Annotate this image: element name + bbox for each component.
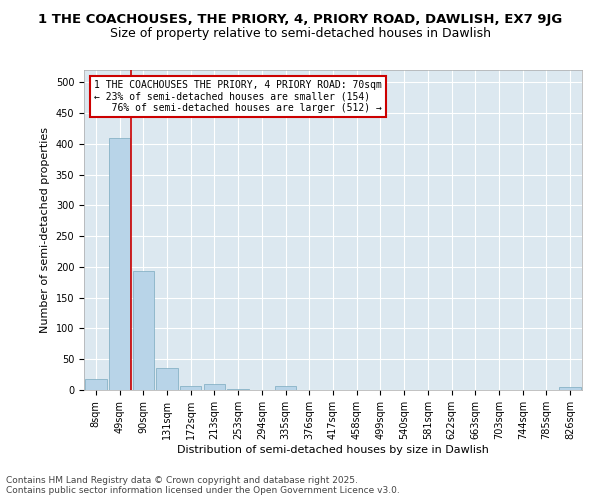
Bar <box>180 386 202 390</box>
Bar <box>157 368 178 390</box>
Text: Contains HM Land Registry data © Crown copyright and database right 2025.
Contai: Contains HM Land Registry data © Crown c… <box>6 476 400 495</box>
Bar <box>204 384 225 390</box>
Bar <box>559 387 581 390</box>
Bar <box>133 271 154 390</box>
Bar <box>275 386 296 390</box>
Bar <box>109 138 130 390</box>
Bar <box>85 379 107 390</box>
Text: Size of property relative to semi-detached houses in Dawlish: Size of property relative to semi-detach… <box>110 28 491 40</box>
Bar <box>227 389 249 390</box>
Text: 1 THE COACHOUSES THE PRIORY, 4 PRIORY ROAD: 70sqm
← 23% of semi-detached houses : 1 THE COACHOUSES THE PRIORY, 4 PRIORY RO… <box>94 80 382 113</box>
X-axis label: Distribution of semi-detached houses by size in Dawlish: Distribution of semi-detached houses by … <box>177 444 489 454</box>
Text: 1 THE COACHOUSES, THE PRIORY, 4, PRIORY ROAD, DAWLISH, EX7 9JG: 1 THE COACHOUSES, THE PRIORY, 4, PRIORY … <box>38 12 562 26</box>
Y-axis label: Number of semi-detached properties: Number of semi-detached properties <box>40 127 50 333</box>
